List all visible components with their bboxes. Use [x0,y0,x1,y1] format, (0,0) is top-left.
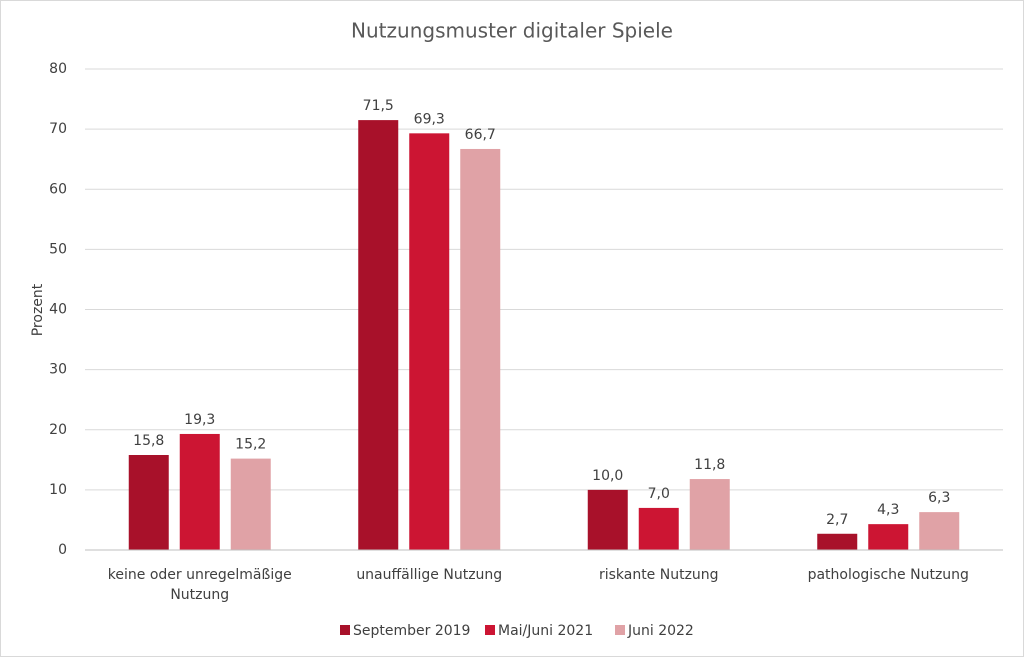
bar [638,507,679,550]
value-label: 6,3 [928,490,950,506]
x-tick-label: keine oder unregelmäßige Nutzung [107,567,292,603]
bar [179,433,220,550]
legend-swatch [615,625,625,635]
y-tick-label: 70 [49,121,67,137]
value-label: 19,3 [184,412,215,428]
value-label: 71,5 [363,98,394,114]
legend-label: Juni 2022 [627,623,694,639]
bar [817,533,858,550]
y-axis-label: Prozent [30,283,46,336]
bar [919,512,960,550]
y-tick-label: 30 [49,362,67,378]
bar [689,479,730,550]
legend-swatch [485,625,495,635]
bar [358,120,399,550]
value-label: 15,8 [133,433,164,449]
x-tick-label: unauffällige Nutzung [356,567,503,583]
bar [230,458,271,550]
value-label: 4,3 [877,502,899,518]
x-tick-label: riskante Nutzung [598,567,719,583]
value-label: 2,7 [826,512,848,528]
bar [868,524,909,550]
y-tick-label: 40 [49,302,67,318]
y-tick-label: 0 [58,542,67,558]
y-tick-label: 80 [49,61,67,77]
value-label: 69,3 [414,111,445,127]
bar [587,489,628,550]
y-tick-label: 60 [49,181,67,197]
chart-title: Nutzungsmuster digitaler Spiele [351,19,673,43]
x-tick-label: pathologische Nutzung [807,567,969,583]
legend-swatch [340,625,350,635]
value-label: 10,0 [592,468,623,484]
value-label: 15,2 [235,437,266,453]
legend-label: September 2019 [353,623,470,639]
y-tick-label: 10 [49,482,67,498]
bar [460,148,501,550]
y-tick-label: 50 [49,241,67,257]
value-label: 11,8 [694,457,725,473]
value-label: 66,7 [465,127,496,143]
bar [409,133,450,551]
legend-label: Mai/Juni 2021 [498,623,593,639]
bar [128,455,169,550]
value-label: 7,0 [648,486,670,502]
y-tick-label: 20 [49,422,67,438]
